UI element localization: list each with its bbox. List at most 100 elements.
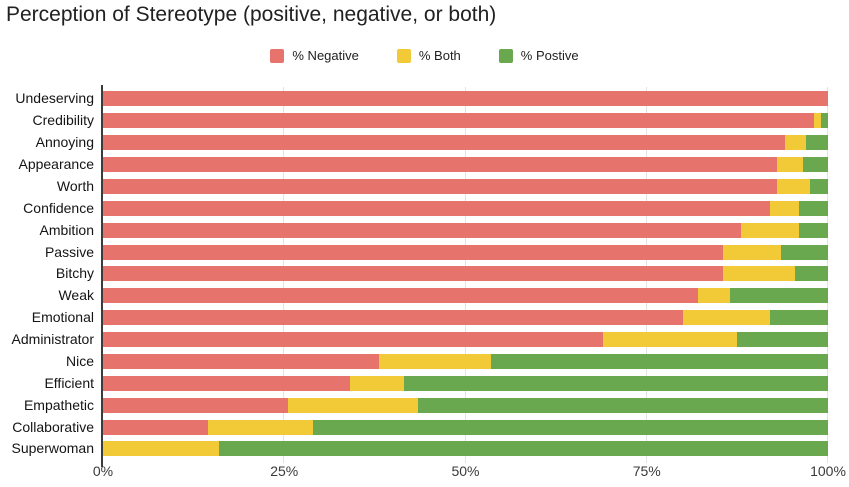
bar-segment-both — [722, 266, 796, 282]
bar-segment-negative — [103, 310, 683, 326]
bar-segment-positive — [313, 419, 828, 435]
category-label: Undeserving — [15, 90, 94, 107]
x-tick-label-0: 0% — [92, 463, 114, 479]
bar-segment-negative — [103, 397, 288, 413]
bar-track — [103, 244, 828, 260]
bar-segment-negative — [103, 113, 814, 129]
bar-segment-positive — [490, 353, 828, 369]
x-tick-label-50: 50% — [451, 463, 480, 479]
legend-item-1: % Both — [396, 48, 461, 63]
bar-segment-negative — [103, 266, 723, 282]
bar-segment-positive — [795, 266, 828, 282]
bar-track — [103, 200, 828, 216]
bar-segment-both — [770, 200, 799, 216]
bar-segment-positive — [809, 178, 828, 194]
category-label: Credibility — [32, 112, 94, 129]
bar-segment-both — [697, 288, 731, 304]
bar-segment-both — [741, 222, 799, 238]
bar-row: Confidence — [0, 199, 849, 216]
bar-segment-both — [683, 310, 770, 326]
legend-swatch-icon — [396, 48, 411, 63]
bar-segment-positive — [730, 288, 828, 304]
category-label: Appearance — [18, 156, 94, 173]
bar-row: Nice — [0, 352, 849, 369]
bar-segment-both — [208, 419, 314, 435]
bar-segment-positive — [780, 244, 828, 260]
bar-track — [103, 397, 828, 413]
x-tick-label-75: 75% — [632, 463, 661, 479]
bar-segment-negative — [103, 244, 723, 260]
y-axis-line — [101, 85, 103, 467]
bar-segment-positive — [806, 135, 828, 151]
bar-segment-both — [349, 375, 404, 391]
bar-track — [103, 91, 828, 107]
bar-segment-both — [813, 113, 821, 129]
bar-segment-positive — [770, 310, 828, 326]
bar-row: Ambition — [0, 221, 849, 238]
category-label: Confidence — [23, 199, 94, 216]
bar-segment-negative — [103, 222, 741, 238]
category-label: Passive — [44, 243, 94, 260]
bar-track — [103, 419, 828, 435]
bar-segment-positive — [418, 397, 828, 413]
category-label: Annoying — [35, 134, 94, 151]
bar-segment-positive — [219, 441, 828, 457]
category-label: Weak — [58, 287, 94, 304]
bar-row: Efficient — [0, 374, 849, 391]
bar-segment-both — [777, 157, 803, 173]
bar-track — [103, 178, 828, 194]
bar-segment-both — [784, 135, 807, 151]
bar-track — [103, 157, 828, 173]
bar-track — [103, 288, 828, 304]
bar-segment-positive — [802, 157, 828, 173]
bar-row: Collaborative — [0, 419, 849, 435]
bar-segment-both — [777, 178, 810, 194]
bar-row: Administrator — [0, 331, 849, 348]
bar-row: Superwoman — [0, 440, 849, 457]
bar-row: Credibility — [0, 112, 849, 129]
bar-row: Undeserving — [0, 90, 849, 107]
bar-segment-positive — [799, 200, 828, 216]
legend-label: % Negative — [292, 48, 359, 63]
bar-track — [103, 441, 828, 457]
bar-segment-negative — [103, 288, 698, 304]
category-label: Efficient — [44, 374, 94, 391]
bar-segment-negative — [103, 135, 785, 151]
bar-segment-positive — [799, 222, 828, 238]
category-label: Nice — [65, 352, 94, 369]
bar-segment-negative — [103, 375, 350, 391]
category-label: Superwoman — [11, 440, 95, 457]
legend-item-0: % Negative — [270, 48, 359, 63]
bar-row: Passive — [0, 243, 849, 260]
bar-segment-negative — [103, 353, 379, 369]
category-label: Empathetic — [23, 396, 94, 413]
chart-title: Perception of Stereotype (positive, nega… — [6, 3, 497, 26]
bar-segment-negative — [103, 157, 778, 173]
bar-track — [103, 353, 828, 369]
bar-segment-positive — [737, 332, 828, 348]
bar-row: Bitchy — [0, 266, 849, 282]
bar-segment-positive — [403, 375, 828, 391]
bar-segment-negative — [103, 419, 209, 435]
category-label: Administrator — [11, 331, 94, 348]
bar-rows: Undeserving Credibility Annoying Appearance… — [0, 88, 849, 460]
bar-segment-both — [722, 244, 781, 260]
legend-swatch-icon — [498, 48, 513, 63]
bar-row: Appearance — [0, 156, 849, 173]
legend-label: % Postive — [520, 48, 579, 63]
bar-track — [103, 375, 828, 391]
x-tick-label-25: 25% — [270, 463, 299, 479]
bar-segment-both — [603, 332, 738, 348]
bar-track — [103, 135, 828, 151]
bar-row: Weak — [0, 287, 849, 304]
legend: % Negative % Both % Postive — [0, 48, 849, 63]
bar-track — [103, 310, 828, 326]
bar-row: Empathetic — [0, 396, 849, 413]
bar-segment-negative — [103, 200, 770, 216]
legend-label: % Both — [418, 48, 461, 63]
bar-segment-negative — [103, 91, 828, 107]
x-axis: 0% 25% 50% 75% 100% — [93, 463, 846, 483]
category-label: Ambition — [39, 221, 94, 238]
legend-item-2: % Postive — [498, 48, 579, 63]
bar-row: Emotional — [0, 310, 849, 326]
